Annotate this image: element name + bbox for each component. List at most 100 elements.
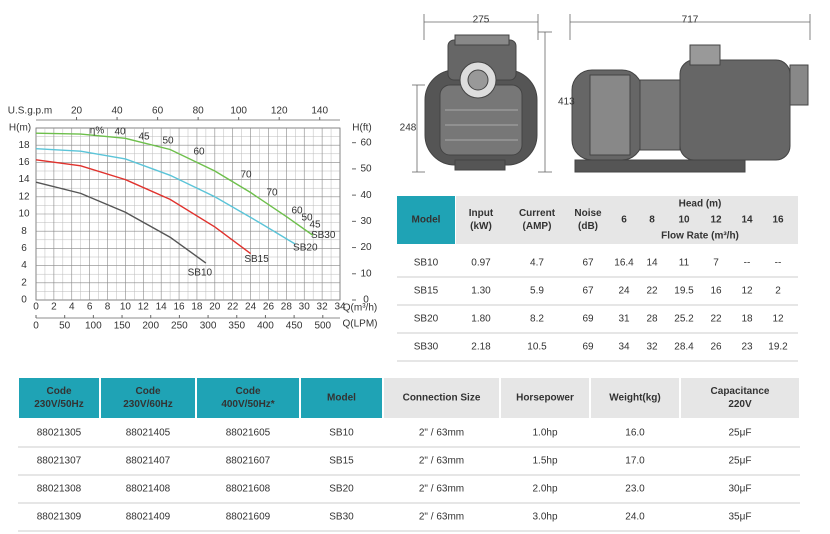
table-cell: 2" / 63mm [419,512,464,523]
x-tick-label: 26 [263,302,275,313]
head-value: 12 [710,215,722,226]
y-tick-label: 4 [21,260,27,271]
table-cell: 32 [646,342,658,353]
x2-tick-label: 500 [314,321,331,332]
top-tick-label: 40 [112,106,124,117]
table-cell: 35μF [729,512,752,523]
table-cell: 34 [618,342,630,353]
x-axis-label: Q(m³/h) [343,303,377,314]
table-cell: 3.0hp [532,512,557,523]
y-tick-label: 6 [21,243,27,254]
efficiency-label: η% [90,126,105,137]
y-tick-label: 14 [18,174,30,185]
table-cell: 16 [710,286,722,297]
table-cell: SB10 [329,428,354,439]
y-tick-label: 12 [18,191,30,202]
table-cell: 67 [582,258,594,269]
table-cell: 2 [775,286,781,297]
column-header: 230V/50Hz [34,399,83,410]
column-header: (kW) [470,221,492,232]
dimension-label: 248 [400,123,417,134]
column-header: 400V/50Hz* [221,399,274,410]
table-cell: 23.0 [625,484,645,495]
table-cell: 88021607 [226,456,271,467]
x2-tick-label: 150 [114,321,131,332]
table-cell: 24 [618,286,630,297]
table-cell: 19.2 [768,342,788,353]
table-cell: 7 [713,258,719,269]
table-cell: 88021407 [126,456,171,467]
y2-tick-label: 10 [360,268,372,279]
x2-tick-label: 450 [286,321,303,332]
table-cell: SB30 [414,342,439,353]
header-cell [197,378,299,418]
table-cell: 22 [646,286,658,297]
column-header: Horsepower [516,393,574,404]
x-tick-label: 0 [33,302,39,313]
y2-tick-label: 40 [360,190,372,201]
table-cell: 5.9 [530,286,544,297]
pump-curve [35,147,296,245]
column-header: Code [47,386,72,397]
header-cell [397,196,455,244]
top-tick-label: 120 [271,106,288,117]
top-tick-label: 60 [152,106,164,117]
table-cell: 12 [741,286,753,297]
dimension-lines [412,14,811,173]
y-tick-label: 8 [21,226,27,237]
table-cell: 25.2 [674,314,694,325]
efficiency-label: 50 [162,136,174,147]
table-cell: 0.97 [471,258,491,269]
table-cell: 67 [582,286,594,297]
y2-tick-label: 0 [363,295,369,306]
y-tick-label: 10 [18,209,30,220]
column-header: 230V/60Hz [123,399,172,410]
table-cell: 8.2 [530,314,544,325]
curve-label: SB15 [244,254,269,265]
efficiency-label: 45 [138,132,150,143]
table-cell: -- [744,258,751,269]
table-cell: 18 [741,314,753,325]
table-cell: 1.5hp [532,456,557,467]
head-value: 14 [741,215,753,226]
efficiency-label: 70 [240,170,252,181]
top-tick-label: 100 [230,106,247,117]
column-header: Model [327,393,356,404]
head-value: 16 [772,215,784,226]
efficiency-label: 50 [301,213,313,224]
x-tick-label: 20 [209,302,221,313]
curve-label: SB20 [293,243,318,254]
column-header: Model [412,215,441,226]
x-tick-label: 30 [299,302,311,313]
table-cell: 23 [741,342,753,353]
table-cell: 2.0hp [532,484,557,495]
column-header: Current [519,208,556,219]
x-tick-label: 22 [227,302,239,313]
column-header: Capacitance [711,386,770,397]
table-cell: 88021405 [126,428,171,439]
table-cell: 88021308 [37,484,82,495]
y-tick-label: 0 [21,295,27,306]
table-cell: SB20 [414,314,439,325]
header-cell [384,378,499,418]
x-tick-label: 14 [156,302,168,313]
x-tick-label: 10 [120,302,132,313]
table-cell: SB15 [414,286,439,297]
y2-tick-label: 60 [360,137,372,148]
y-axis-label: H(m) [9,123,31,134]
header-cell [591,378,679,418]
column-header: Code [136,386,161,397]
column-header: Input [469,208,494,219]
table-cell: 30μF [729,484,752,495]
group-header: Flow Rate (m³/h) [661,231,739,242]
dimension-label: 275 [473,15,490,26]
x2-tick-label: 100 [85,321,102,332]
pump-front-view [424,34,538,171]
table-cell: 88021408 [126,484,171,495]
table-cell: 25μF [729,456,752,467]
table-cell: 1.30 [471,286,491,297]
table-cell: 4.7 [530,258,544,269]
table-cell: 31 [618,314,630,325]
pump-side-view [571,44,809,173]
